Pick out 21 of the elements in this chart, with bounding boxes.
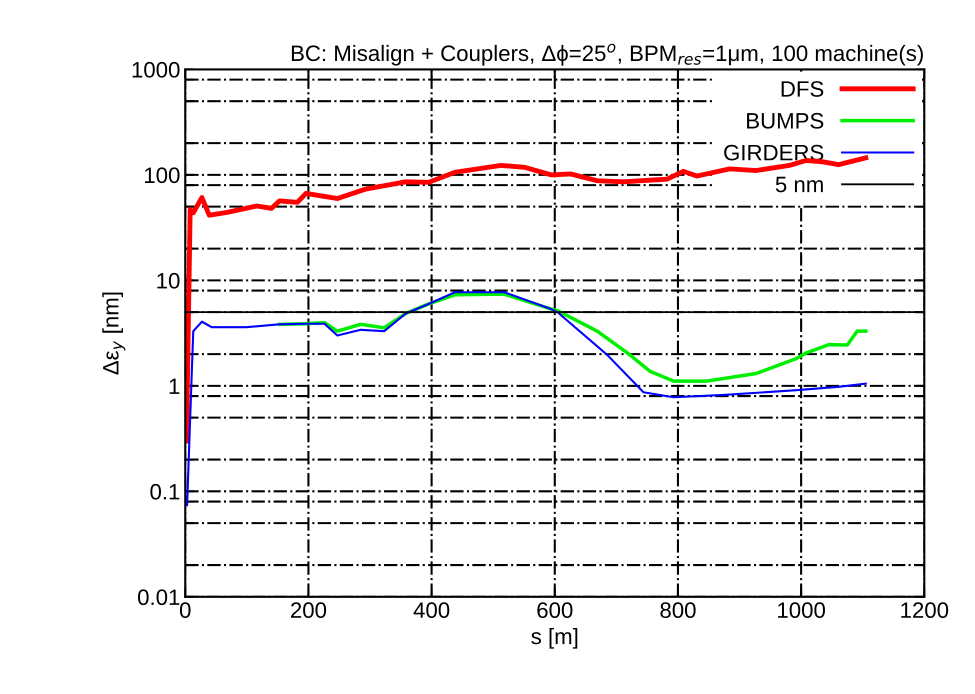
y-tick-label: 0.01 <box>138 589 180 606</box>
y-tick-label: 0.1 <box>150 484 180 500</box>
legend-label: DFS <box>782 81 824 97</box>
chart-title: BC: Misalign + Couplers, Δϕ=25$^{o}$, BPM$_{res}$=1μm, 100 machine(s) <box>292 44 923 66</box>
y-tick-label: 100 <box>145 167 180 184</box>
x-tick-label: 200 <box>291 602 326 618</box>
y-tick-label: 1 <box>170 378 180 394</box>
y-tick-label: 1000 <box>132 62 180 78</box>
x-tick-label: 1200 <box>901 602 948 618</box>
line-series <box>186 291 867 506</box>
y-tick-label: 10 <box>157 272 180 289</box>
x-tick-label: 400 <box>414 602 450 618</box>
y-axis-title: Δε$_{y}$ [nm] <box>102 292 126 375</box>
x-tick-label: 1000 <box>778 602 825 618</box>
legend-label: GIRDERS <box>724 144 824 160</box>
legend-label: BUMPS <box>747 112 824 129</box>
legend-label: 5 nm <box>776 176 823 192</box>
x-axis-title: s [m] <box>531 628 578 649</box>
x-tick-label: 0 <box>180 602 191 618</box>
x-tick-label: 800 <box>660 602 696 618</box>
x-tick-label: 600 <box>537 602 572 618</box>
